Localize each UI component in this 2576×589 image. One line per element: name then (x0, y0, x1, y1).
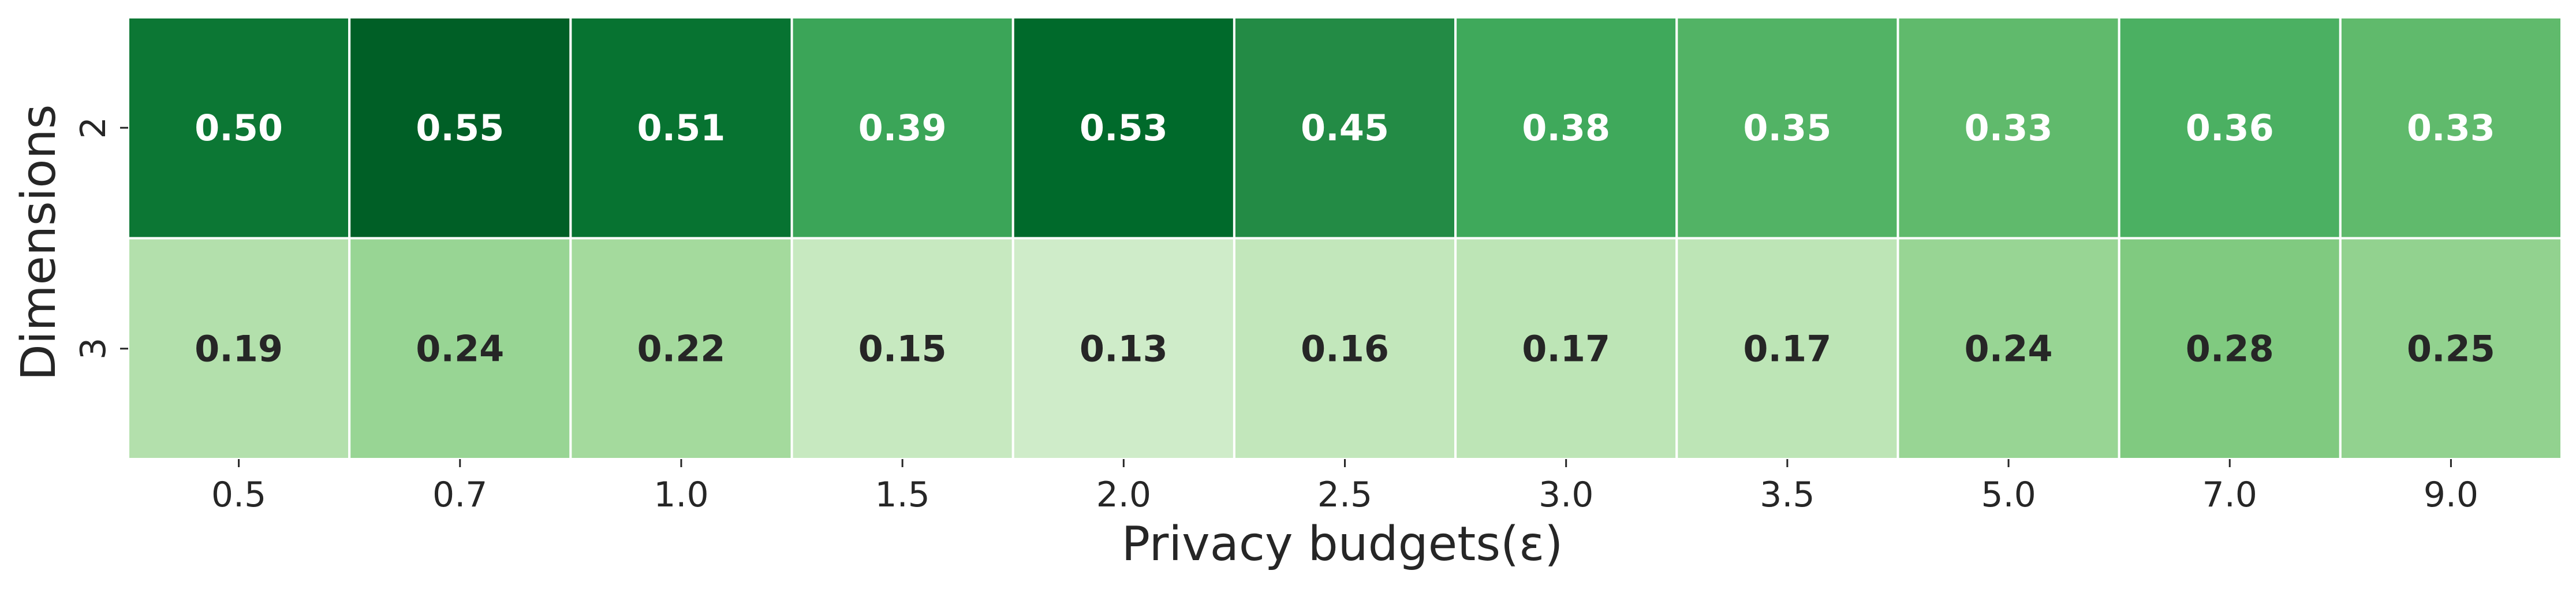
x-axis-ticks: 0.5 0.7 1.0 1.5 2.0 2.5 3.0 3.5 5.0 7.0 9.0 (211, 459, 2478, 515)
cell-value-label: 0.45 (1301, 107, 1389, 149)
x-tick-label: 0.5 (211, 475, 266, 515)
cell-value-label: 0.33 (2407, 107, 2495, 149)
cell-value-label: 0.33 (1965, 107, 2053, 149)
cell-value-label: 0.28 (2186, 327, 2274, 370)
cell-value-label: 0.24 (416, 327, 504, 370)
heatmap-cell-3-0.7 (348, 237, 572, 460)
cell-value-label: 0.50 (195, 107, 283, 149)
cell-value-label: 0.13 (1080, 327, 1168, 370)
x-tick-label: 3.5 (1760, 475, 1815, 515)
y-tick-label: 2 (73, 117, 114, 139)
heatmap-cells (127, 16, 2563, 460)
cell-value-label: 0.15 (858, 327, 947, 370)
cell-value-label: 0.55 (416, 107, 504, 149)
y-tick-label: 3 (73, 338, 114, 360)
x-tick-label: 7.0 (2202, 475, 2257, 515)
x-tick-label: 1.0 (654, 475, 708, 515)
heatmap-cell-3-1.5 (790, 237, 1014, 460)
heatmap-cell-3-2.5 (1233, 237, 1457, 460)
heatmap-cell-3-3.5 (1675, 237, 1899, 460)
cell-value-label: 0.35 (1743, 107, 1831, 149)
cell-value-label: 0.36 (2186, 107, 2274, 149)
x-tick-label: 2.0 (1096, 475, 1151, 515)
x-tick-label: 3.0 (1539, 475, 1593, 515)
heatmap-cell-2-2.5 (1233, 16, 1457, 240)
heatmap-cell-3-9.0 (2339, 237, 2563, 460)
cell-value-label: 0.22 (637, 327, 725, 370)
cell-value-label: 0.51 (637, 107, 725, 149)
heatmap-cell-3-2.0 (1011, 237, 1235, 460)
heatmap-cell-2-0.7 (348, 16, 572, 240)
x-tick-label: 9.0 (2424, 475, 2478, 515)
x-tick-label: 1.5 (875, 475, 929, 515)
heatmap-cell-3-7.0 (2118, 237, 2342, 460)
heatmap-cell-2-2.0 (1011, 16, 1235, 240)
cell-value-label: 0.17 (1743, 327, 1831, 370)
cell-value-label: 0.16 (1301, 327, 1389, 370)
heatmap-cell-2-1.0 (569, 16, 793, 240)
heatmap-cell-2-7.0 (2118, 16, 2342, 240)
x-tick-label: 0.7 (432, 475, 487, 515)
heatmap-cell-3-0.5 (127, 237, 351, 460)
heatmap-cell-labels: 0.50 0.55 0.51 0.39 0.53 0.45 0.38 0.35 0.33 0.36… (195, 107, 2495, 370)
cell-value-label: 0.19 (195, 327, 283, 370)
y-axis-ticks: 23 (73, 117, 128, 360)
y-axis-label: Dimensions (12, 105, 66, 381)
cell-value-label: 0.38 (1522, 107, 1610, 149)
cell-value-label: 0.24 (1965, 327, 2053, 370)
x-axis-label: Privacy budgets(ε) (1122, 517, 1563, 572)
cell-value-label: 0.53 (1080, 107, 1168, 149)
cell-value-label: 0.25 (2407, 327, 2495, 370)
heatmap-cell-2-0.5 (127, 16, 351, 240)
cell-value-label: 0.39 (858, 107, 947, 149)
heatmap-cell-2-9.0 (2339, 16, 2563, 240)
heatmap-cell-3-1.0 (569, 237, 793, 460)
heatmap-cell-3-5.0 (1896, 237, 2120, 460)
heatmap-cell-2-3.5 (1675, 16, 1899, 240)
heatmap-cell-3-3.0 (1454, 237, 1678, 460)
cell-value-label: 0.17 (1522, 327, 1610, 370)
x-tick-label: 2.5 (1317, 475, 1372, 515)
x-tick-label: 5.0 (1981, 475, 2036, 515)
heatmap-cell-2-1.5 (790, 16, 1014, 240)
